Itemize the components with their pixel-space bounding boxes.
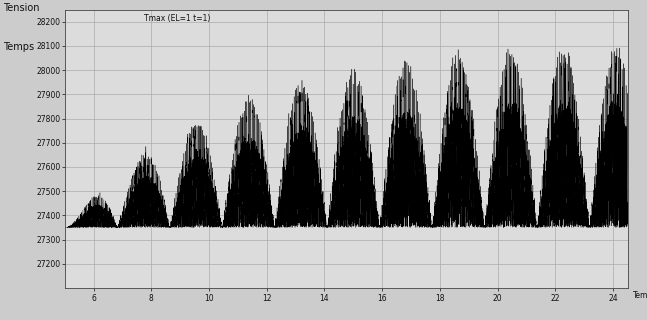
- Text: Tension: Tension: [3, 3, 39, 13]
- Text: Temps: Temps: [633, 291, 647, 300]
- Text: Temps: Temps: [3, 42, 34, 52]
- Text: Tmax (EL=1 t=1): Tmax (EL=1 t=1): [144, 14, 210, 23]
